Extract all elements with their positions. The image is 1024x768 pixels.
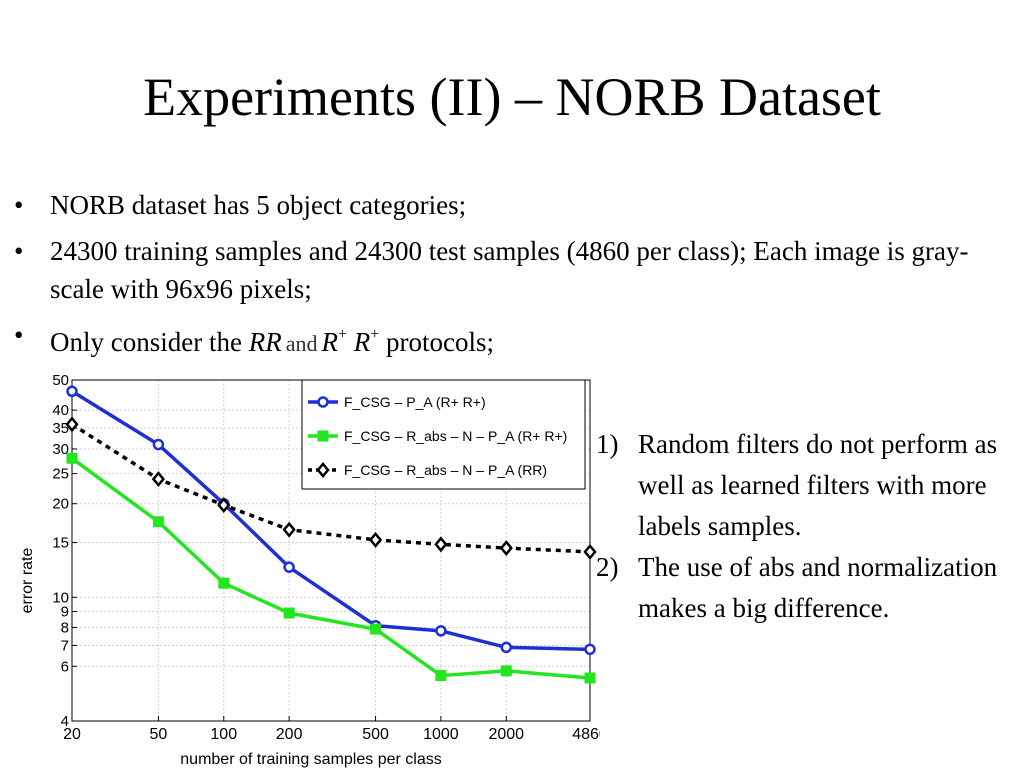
legend-label: F_CSG – P_A (R+ R+) bbox=[344, 394, 486, 410]
y-tick-label: 35 bbox=[52, 420, 69, 437]
y-tick-label: 10 bbox=[52, 589, 69, 606]
y-tick-label: 4 bbox=[61, 713, 69, 730]
bullet-text: protocols; bbox=[386, 327, 495, 357]
y-tick-label: 30 bbox=[52, 441, 69, 458]
data-point bbox=[283, 607, 295, 619]
y-axis-label: error rate bbox=[19, 548, 36, 614]
bullet-marker: • bbox=[14, 236, 24, 266]
bullet-item: • NORB dataset has 5 object categories; bbox=[12, 186, 1017, 224]
series-line bbox=[70, 456, 591, 680]
data-point bbox=[218, 577, 230, 589]
bullet-item: • 24300 training samples and 24300 test … bbox=[12, 232, 1017, 308]
observation-number: 2) bbox=[596, 552, 619, 582]
x-axis-label: number of training samples per class bbox=[180, 751, 441, 768]
observation-item: 2) The use of abs and normalization make… bbox=[596, 547, 1021, 629]
x-tick-label: 20 bbox=[63, 726, 81, 743]
bullet-text: NORB dataset has 5 object categories; bbox=[50, 190, 467, 220]
series-3 bbox=[65, 416, 597, 560]
data-point bbox=[435, 625, 447, 637]
slide-title: Experiments (II) – NORB Dataset bbox=[143, 67, 881, 127]
y-tick-label: 15 bbox=[52, 535, 69, 552]
data-point bbox=[583, 543, 597, 560]
legend-label: F_CSG – R_abs – N – P_A (R+ R+) bbox=[344, 428, 567, 444]
bullet-marker: • bbox=[14, 320, 24, 350]
x-tick-label: 4860 bbox=[572, 726, 600, 743]
bullet-text: Only consider the bbox=[50, 327, 242, 357]
data-point bbox=[370, 623, 382, 635]
data-point bbox=[152, 516, 164, 528]
legend-swatch-marker bbox=[317, 396, 329, 408]
x-tick-label: 2000 bbox=[488, 726, 524, 743]
y-tick-label: 7 bbox=[61, 637, 69, 654]
y-tick-label: 40 bbox=[52, 402, 69, 419]
legend-swatch-marker bbox=[317, 430, 329, 442]
bullet-item: • Only consider the RR and R+ R+ protocols… bbox=[12, 316, 1017, 363]
observation-text: Random filters do not perform as well as… bbox=[638, 429, 998, 541]
plus-superscript: + bbox=[337, 326, 347, 343]
legend-label: F_CSG – R_abs – N – P_A (RR) bbox=[344, 462, 547, 478]
and-word: and bbox=[285, 331, 318, 356]
y-tick-label: 8 bbox=[61, 619, 69, 636]
data-point bbox=[66, 452, 78, 464]
x-tick-label: 100 bbox=[210, 726, 237, 743]
legend-swatch-marker bbox=[316, 462, 330, 478]
y-tick-label: 25 bbox=[52, 466, 69, 483]
x-tick-label: 50 bbox=[150, 726, 168, 743]
x-tick-label: 1000 bbox=[423, 726, 459, 743]
y-tick-label: 9 bbox=[61, 604, 69, 621]
data-point bbox=[499, 540, 513, 557]
observations-list: 1) Random filters do not perform as well… bbox=[596, 424, 1021, 629]
data-point bbox=[500, 665, 512, 677]
x-tick-label: 500 bbox=[362, 726, 389, 743]
data-point bbox=[217, 497, 231, 514]
legend-box bbox=[301, 379, 586, 490]
data-point bbox=[434, 536, 448, 553]
observation-number: 1) bbox=[596, 429, 619, 459]
x-tick-label: 200 bbox=[276, 726, 303, 743]
bullet-list: • NORB dataset has 5 object categories; … bbox=[12, 186, 1017, 371]
y-tick-label: 20 bbox=[52, 496, 69, 513]
data-point bbox=[584, 672, 596, 684]
data-point bbox=[584, 643, 596, 656]
data-point bbox=[152, 438, 165, 451]
data-point bbox=[65, 416, 79, 433]
r-symbol: R bbox=[321, 327, 338, 357]
data-point bbox=[435, 670, 447, 682]
data-point bbox=[283, 561, 295, 573]
observation-text: The use of abs and normalization makes a… bbox=[638, 552, 998, 623]
bullet-text: 24300 training samples and 24300 test sa… bbox=[50, 236, 969, 304]
bullet-marker: • bbox=[14, 190, 24, 220]
y-tick-label: 6 bbox=[61, 658, 69, 675]
protocol-rplus-rplus: R+ R+ bbox=[321, 326, 380, 357]
data-point bbox=[500, 641, 513, 654]
r-symbol: R bbox=[353, 327, 371, 357]
data-point bbox=[151, 471, 166, 488]
y-tick-label: 50 bbox=[52, 372, 69, 389]
series-line bbox=[71, 422, 591, 554]
observation-item: 1) Random filters do not perform as well… bbox=[596, 424, 1021, 547]
plus-superscript: + bbox=[370, 326, 380, 343]
series-2 bbox=[66, 452, 596, 684]
data-point bbox=[282, 521, 296, 538]
data-point bbox=[66, 385, 78, 398]
legend: F_CSG – P_A (R+ R+) F_CSG – R_abs – N – P… bbox=[301, 379, 586, 490]
data-point bbox=[368, 531, 383, 548]
series-line bbox=[71, 389, 591, 652]
protocol-rr: RR bbox=[248, 327, 282, 357]
